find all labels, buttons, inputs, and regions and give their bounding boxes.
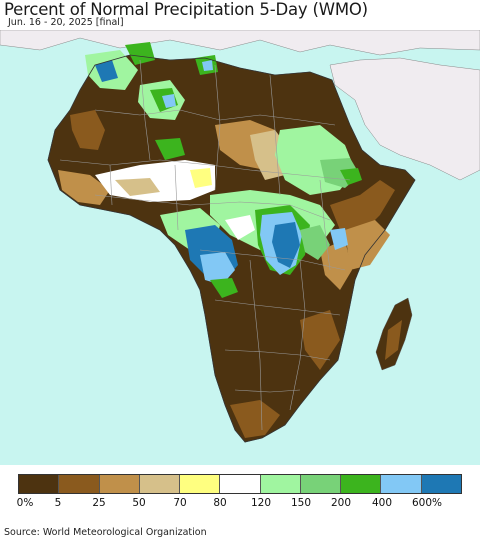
legend-swatch [260, 475, 301, 493]
date-range-subtitle: Jun. 16 - 20, 2025 [final] [8, 17, 124, 28]
legend-tick-label: 70 [173, 497, 187, 509]
legend-swatch [139, 475, 181, 493]
middle-east-land [329, 57, 480, 181]
legend-swatch [59, 475, 100, 493]
source-credit: Source: World Meteorological Organizatio… [4, 527, 207, 538]
legend-tick-label: 0% [16, 497, 34, 509]
legend-swatch [421, 475, 461, 493]
legend-tick-labels: 0% 5 25 50 70 80 120 150 200 400 600% [0, 497, 480, 511]
legend-swatch [381, 475, 422, 493]
legend-color-bar [18, 474, 462, 494]
legend-swatch [180, 475, 221, 493]
legend-tick-label: 200 [330, 497, 352, 509]
africa-map-svg [0, 30, 480, 465]
legend-swatch [19, 475, 60, 493]
legend-swatch [300, 475, 342, 493]
precipitation-map [0, 30, 480, 465]
legend-swatch [341, 475, 382, 493]
page-title: Percent of Normal Precipitation 5-Day (W… [4, 0, 368, 19]
legend-tick-label: 50 [132, 497, 146, 509]
legend-swatch [99, 475, 140, 493]
legend-tick-label: 150 [290, 497, 312, 509]
legend-tick-label: 600% [411, 497, 443, 509]
legend-tick-label: 400 [371, 497, 393, 509]
legend-tick-label: 25 [92, 497, 106, 509]
legend-tick-label: 5 [54, 497, 62, 509]
legend-tick-label: 120 [250, 497, 272, 509]
legend-tick-label: 80 [213, 497, 227, 509]
country-borders [59, 59, 351, 431]
legend-swatch [220, 475, 261, 493]
europe-land [0, 30, 480, 56]
